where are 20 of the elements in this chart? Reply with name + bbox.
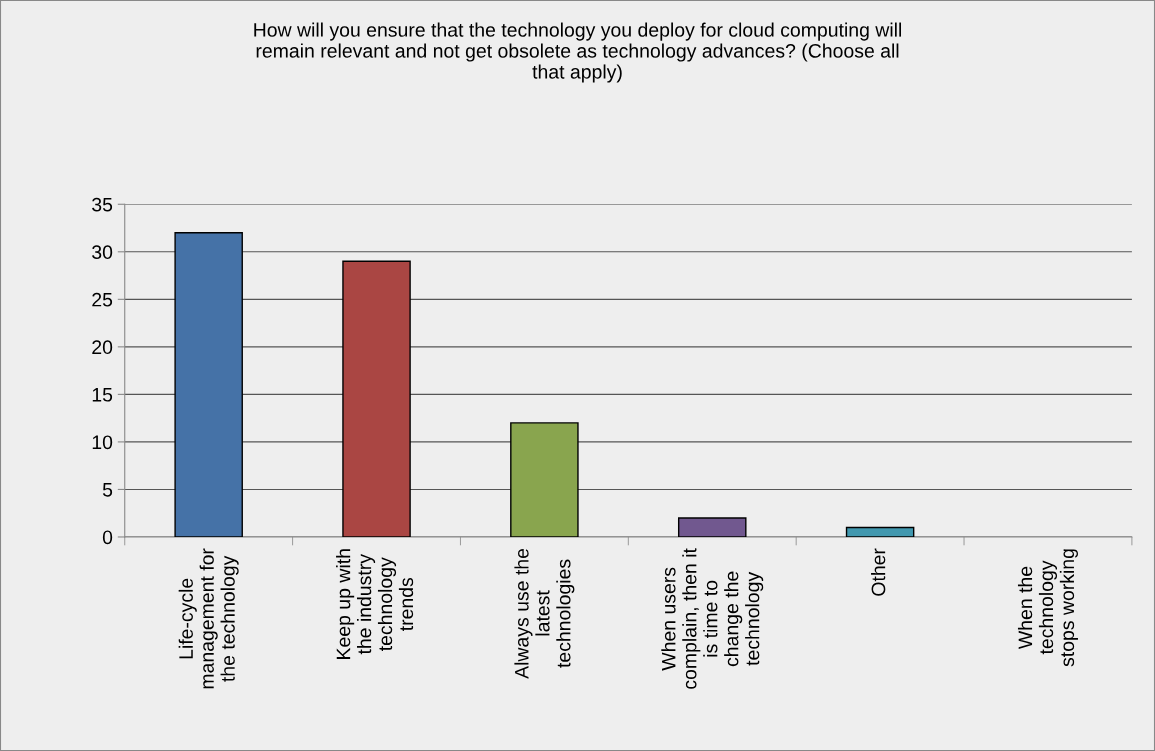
x-tick-label: When the technology stops working [1017,549,1078,667]
y-tick-label: 10 [92,435,113,450]
x-tick-label: Always use the latest technologies [514,548,575,679]
x-tick-label: Life-cycle management for the technology [178,548,239,689]
x-tick-label: Other [871,548,886,596]
y-tick-label: 20 [92,340,113,355]
y-tick-label: 30 [92,245,113,260]
chart-title: How will you ensure that the technology you deploy for cloud computing will remain relevant and not get obsolete as technology advances? (Choose all that apply) [254,22,902,83]
x-tick-label: Keep up with the industry technology trends [336,549,414,659]
x-tick-label: When users complain, then it is time to change the technology [661,548,764,689]
y-tick-label: 15 [92,388,113,402]
y-tick-label: 25 [92,292,113,307]
y-tick-label: 35 [92,197,113,212]
bar [677,517,747,537]
bar [174,232,243,537]
y-tick-label: 5 [102,483,113,497]
bar [342,260,411,537]
bar [845,526,915,537]
bar [510,422,579,537]
y-tick-label: 0 [102,530,113,545]
